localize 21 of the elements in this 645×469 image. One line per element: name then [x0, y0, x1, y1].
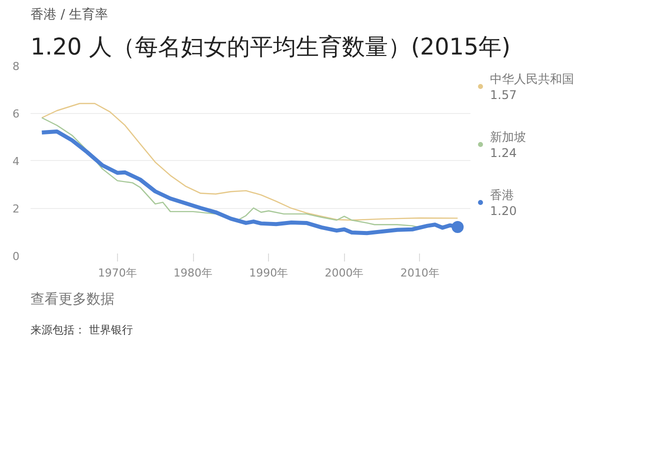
x-tick-label: 2010年 — [400, 266, 440, 280]
text: 1.57 — [490, 88, 517, 102]
y-tick-label: 0 — [12, 250, 20, 263]
x-tick-label: 1990年 — [249, 266, 288, 280]
legend-label: 香港 — [490, 188, 514, 202]
y-tick-label: 6 — [12, 108, 20, 120]
text: 来源包括： 世界银行 — [30, 324, 133, 336]
text: 香港 / 生育率 — [30, 6, 108, 22]
x-tick-label: 1980年 — [174, 266, 213, 280]
chart-title: 1.20 人（每名妇女的平均生育数量）(2015年) — [30, 34, 511, 60]
legend-label: 新加坡 — [490, 130, 526, 144]
y-tick-label: 8 — [12, 60, 20, 73]
x-tick-label: 1970年 — [98, 266, 137, 280]
y-tick-label: 4 — [12, 155, 20, 168]
line-series — [41, 102, 458, 221]
text: 1.24 — [490, 146, 517, 160]
text: 查看更多数据 — [30, 292, 114, 308]
text: 1.20 — [490, 204, 517, 218]
legend-label: 中华人民共和国 — [490, 72, 574, 86]
x-tick-label: 2000年 — [324, 266, 364, 280]
y-tick-label: 2 — [12, 202, 20, 216]
